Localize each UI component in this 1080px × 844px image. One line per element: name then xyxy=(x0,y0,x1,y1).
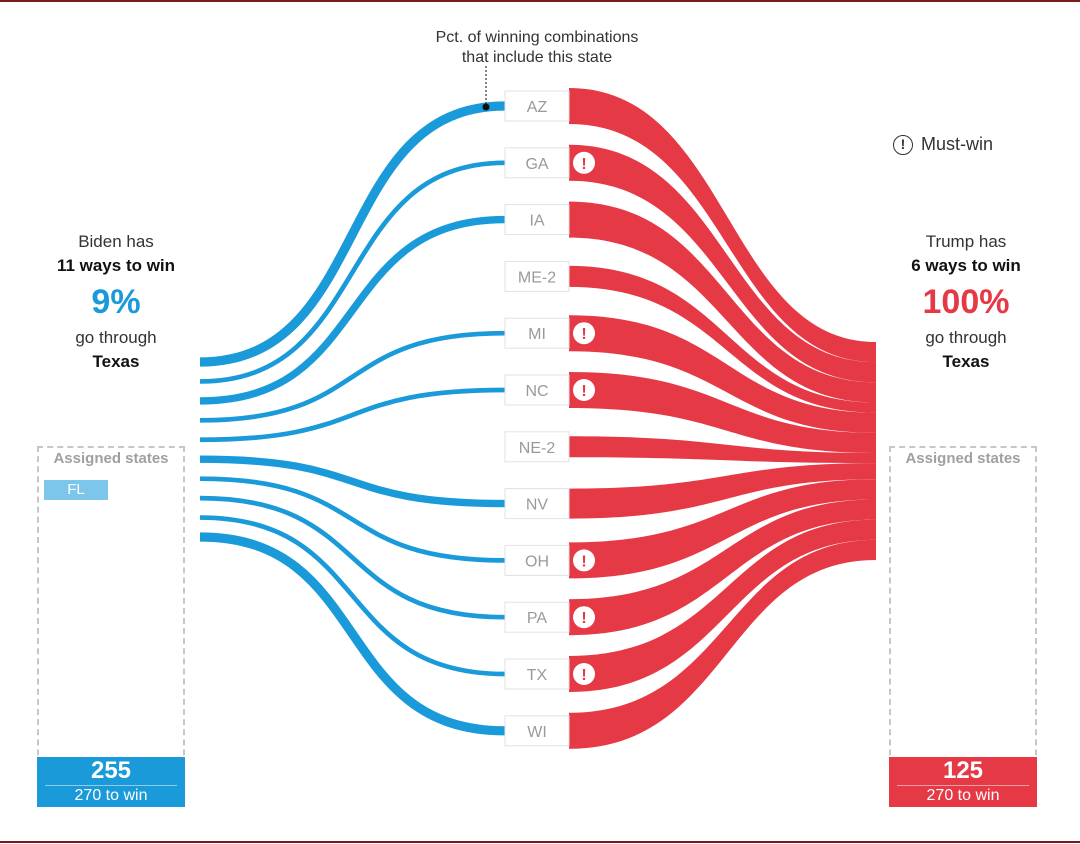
state-label-me-2: ME-2 xyxy=(518,269,556,286)
must-win-mark: ! xyxy=(581,667,586,684)
trump-pct: 100% xyxy=(922,283,1010,321)
legend-label: Must-win xyxy=(921,134,994,154)
caption-line-2: that include this state xyxy=(461,49,613,66)
must-win-mark: ! xyxy=(581,326,586,343)
state-box-oh xyxy=(504,544,570,576)
trump-flow-me-2 xyxy=(569,265,876,413)
trump-flow-ne-2 xyxy=(569,436,876,464)
trump-flow-nc xyxy=(569,372,876,454)
trump-flow-nv xyxy=(569,463,876,519)
biden-threshold: 270 to win xyxy=(45,785,177,806)
frame-bottom-rule xyxy=(0,841,1080,843)
biden-flow-mi xyxy=(199,330,506,423)
biden-flow-ia xyxy=(199,215,506,405)
exclamation-icon: ! xyxy=(893,134,913,155)
biden-flow-ga xyxy=(199,160,506,384)
biden-flow-wi xyxy=(199,532,506,736)
state-box-az xyxy=(504,90,570,122)
biden-total: 255 270 to win xyxy=(37,757,185,807)
trump-flow-wi xyxy=(569,539,876,749)
state-label-wi: WI xyxy=(527,724,547,741)
state-label-az: AZ xyxy=(527,99,548,116)
must-win-icon xyxy=(573,549,595,572)
must-win-mark: ! xyxy=(581,553,586,570)
state-label-pa: PA xyxy=(527,610,547,627)
biden-electoral-votes: 255 xyxy=(90,757,132,784)
trump-line3: go through xyxy=(925,328,1007,347)
trump-line1: Trump has xyxy=(925,232,1007,251)
must-win-icon xyxy=(573,663,595,685)
biden-flow-tx xyxy=(199,515,506,677)
chart-caption: Pct. of winning combinations that includ… xyxy=(387,28,687,68)
biden-flow-pa xyxy=(199,495,506,620)
trump-state: Texas xyxy=(942,352,990,371)
state-box-wi xyxy=(504,715,570,747)
biden-state: Texas xyxy=(92,352,140,371)
trump-flow-oh xyxy=(569,479,876,579)
state-label-oh: OH xyxy=(525,553,549,570)
state-box-me-2 xyxy=(504,260,570,292)
state-box-ne-2 xyxy=(504,431,570,463)
caption-line-1: Pct. of winning combinations xyxy=(435,29,639,46)
trump-flow-mi xyxy=(569,315,876,433)
state-box-nc xyxy=(504,374,570,406)
biden-ways: 11 ways to win xyxy=(56,256,176,275)
trump-total: 125 270 to win xyxy=(889,757,1037,807)
must-win-icon xyxy=(573,151,595,174)
state-label-nv: NV xyxy=(526,497,549,514)
state-box-ia xyxy=(504,204,570,236)
state-label-ga: GA xyxy=(525,156,548,173)
biden-assigned-title: Assigned states xyxy=(53,450,169,467)
state-label-mi: MI xyxy=(528,326,546,343)
must-win-legend: ! Must-win xyxy=(893,134,993,155)
trump-flow-tx xyxy=(569,519,876,692)
trump-assigned-states: Assigned states xyxy=(889,446,1037,806)
state-label-ne-2: NE-2 xyxy=(519,440,556,457)
trump-assigned-title: Assigned states xyxy=(905,450,1021,467)
trump-flow-az xyxy=(569,88,876,363)
biden-flow-nc xyxy=(199,387,506,443)
biden-flow-az xyxy=(199,101,506,367)
biden-flow-oh xyxy=(199,476,506,563)
trump-electoral-votes: 125 xyxy=(942,757,984,784)
biden-pct: 9% xyxy=(91,283,141,321)
state-box-tx xyxy=(504,658,570,690)
biden-flow-nv xyxy=(199,455,506,508)
biden-line3: go through xyxy=(75,328,157,347)
state-label-nc: NC xyxy=(525,383,548,400)
must-win-icon xyxy=(573,379,595,401)
must-win-mark: ! xyxy=(581,610,586,627)
must-win-icon xyxy=(573,606,595,629)
caption-leader-dot xyxy=(482,103,490,111)
biden-line1: Biden has xyxy=(78,232,154,251)
biden-assigned-states: Assigned states FL xyxy=(37,446,185,806)
state-box-ga xyxy=(504,147,570,179)
trump-flow-ia xyxy=(569,201,876,403)
must-win-icon xyxy=(573,322,595,345)
must-win-mark: ! xyxy=(581,383,586,400)
must-win-mark: ! xyxy=(581,156,586,173)
trump-threshold: 270 to win xyxy=(897,785,1029,806)
assigned-state-chip: FL xyxy=(44,480,108,500)
state-box-mi xyxy=(504,317,570,349)
state-label-ia: IA xyxy=(529,213,544,230)
state-box-pa xyxy=(504,601,570,633)
trump-summary: Trump has 6 ways to win 100% go through … xyxy=(866,230,1066,374)
biden-summary: Biden has 11 ways to win 9% go through T… xyxy=(16,230,216,374)
frame-top-rule xyxy=(0,0,1080,2)
state-label-tx: TX xyxy=(527,667,548,684)
trump-flow-pa xyxy=(569,499,876,636)
trump-ways: 6 ways to win xyxy=(911,256,1021,275)
trump-flow-ga xyxy=(569,144,876,383)
state-box-nv xyxy=(504,488,570,520)
